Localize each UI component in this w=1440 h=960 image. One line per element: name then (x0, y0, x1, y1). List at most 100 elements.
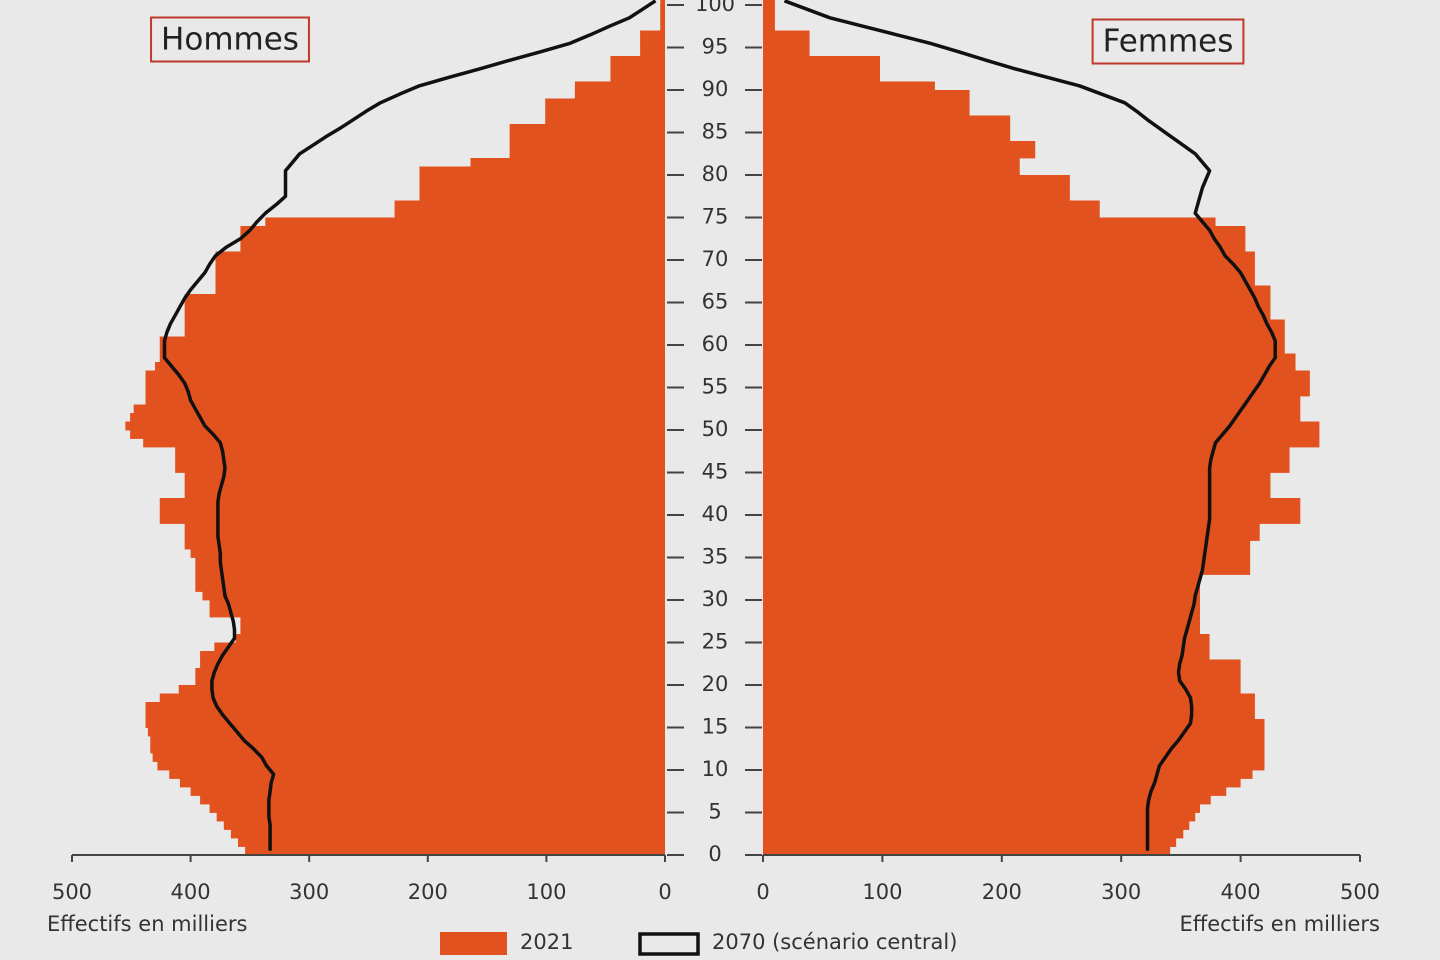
bar (763, 778, 1241, 788)
bar (145, 719, 666, 728)
bar (763, 158, 1020, 167)
bar (763, 702, 1255, 711)
bar (574, 90, 665, 99)
bar (763, 515, 1301, 524)
bar (215, 268, 666, 278)
bar (763, 379, 1310, 388)
title-box (1091, 18, 1245, 65)
bar (763, 727, 1265, 737)
bar (763, 455, 1290, 465)
bar (394, 200, 665, 210)
bar (763, 523, 1260, 533)
bar (545, 98, 665, 108)
bar (763, 64, 881, 74)
bar (763, 124, 1011, 133)
x-axis-label: Effectifs en milliers (1180, 912, 1380, 936)
bar (763, 319, 1285, 329)
x-tick-label: 200 (408, 880, 448, 904)
bar (763, 30, 810, 40)
x-tick-label: 400 (1221, 880, 1261, 904)
panel-title: Femmes (1103, 24, 1234, 60)
bar (763, 90, 970, 99)
bar (265, 217, 665, 227)
bar (763, 532, 1260, 541)
x-tick-label: 500 (52, 880, 92, 904)
bar (419, 166, 665, 176)
bar (763, 574, 1201, 584)
bar (660, 5, 665, 14)
bar (763, 56, 881, 65)
bar (545, 107, 665, 116)
bar (763, 744, 1265, 754)
bar (179, 778, 665, 788)
bar (763, 141, 1036, 150)
bar (763, 719, 1265, 728)
bar (152, 753, 665, 762)
bar (640, 47, 665, 57)
bar (763, 685, 1241, 694)
bar (184, 294, 666, 303)
bar (509, 132, 665, 142)
bar (763, 311, 1271, 320)
bar (235, 634, 665, 643)
bar (763, 736, 1265, 745)
bar (240, 234, 666, 244)
bar (763, 591, 1201, 601)
y-tick-label: 75 (702, 205, 729, 229)
bar (216, 812, 665, 822)
bar (763, 22, 775, 31)
bar (763, 166, 1020, 176)
bar (763, 761, 1265, 771)
legend-swatch (638, 932, 700, 956)
bar (195, 668, 665, 677)
bar (190, 787, 665, 796)
bar (763, 387, 1310, 397)
bar (470, 158, 665, 167)
y-tick-label: 70 (702, 247, 729, 271)
bar (240, 243, 666, 252)
bar (223, 821, 666, 830)
bar (145, 702, 666, 711)
bar (133, 404, 665, 414)
bar (763, 175, 1070, 184)
bar (763, 464, 1290, 473)
bar (763, 81, 935, 91)
bar (763, 804, 1201, 813)
bar (184, 481, 666, 490)
bar (190, 549, 665, 558)
bar (184, 319, 666, 329)
y-tick-label: 85 (702, 120, 729, 144)
bar (763, 566, 1251, 575)
x-tick-label: 100 (526, 880, 566, 904)
bar (763, 770, 1253, 779)
bar (184, 532, 666, 541)
bar (660, 0, 665, 6)
legend-swatch (440, 932, 507, 955)
bar (763, 829, 1184, 839)
y-tick-label: 5 (708, 800, 721, 824)
bar (763, 39, 810, 48)
bar (610, 73, 665, 82)
bar (159, 336, 665, 346)
x-tick-label: 100 (862, 880, 902, 904)
bar (175, 455, 665, 465)
bar (215, 277, 666, 286)
y-tick-label: 50 (702, 417, 729, 441)
y-tick-label: 0 (708, 842, 721, 866)
bar (419, 183, 665, 193)
x-axis-label: Effectifs en milliers (47, 912, 247, 936)
bar (763, 659, 1241, 669)
bar (240, 617, 666, 626)
bar (763, 557, 1251, 567)
bar (763, 812, 1196, 822)
bar (184, 328, 666, 337)
bar (763, 668, 1241, 677)
bar (763, 625, 1201, 635)
x-tick-label: 200 (982, 880, 1022, 904)
x-tick-label: 400 (171, 880, 211, 904)
bar (763, 540, 1251, 550)
bar (184, 302, 666, 312)
bar (184, 523, 666, 533)
bar (125, 421, 666, 431)
bar (763, 73, 881, 82)
